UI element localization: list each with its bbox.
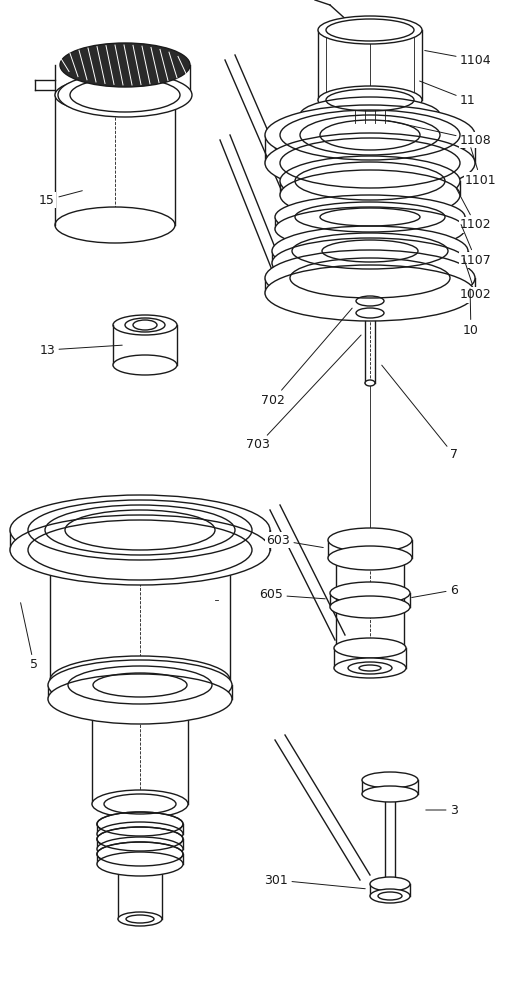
Ellipse shape xyxy=(280,156,460,206)
Ellipse shape xyxy=(265,250,475,306)
Ellipse shape xyxy=(272,226,468,276)
Ellipse shape xyxy=(50,656,230,704)
Ellipse shape xyxy=(328,528,412,552)
Ellipse shape xyxy=(280,170,460,220)
Ellipse shape xyxy=(265,265,475,321)
Ellipse shape xyxy=(55,207,175,243)
Text: 1107: 1107 xyxy=(460,225,492,266)
Text: 605: 605 xyxy=(259,588,325,601)
Ellipse shape xyxy=(370,877,410,891)
Ellipse shape xyxy=(334,638,406,658)
Ellipse shape xyxy=(370,889,410,903)
Ellipse shape xyxy=(362,772,418,788)
Text: 11: 11 xyxy=(420,81,476,106)
Text: 10: 10 xyxy=(463,289,479,336)
Ellipse shape xyxy=(275,207,465,251)
Text: 301: 301 xyxy=(264,874,365,889)
Ellipse shape xyxy=(334,658,406,678)
Ellipse shape xyxy=(97,812,183,836)
Ellipse shape xyxy=(330,596,410,618)
Ellipse shape xyxy=(330,582,410,604)
Ellipse shape xyxy=(113,355,177,375)
Text: 702: 702 xyxy=(261,308,352,406)
Ellipse shape xyxy=(362,786,418,802)
Ellipse shape xyxy=(300,97,440,133)
Ellipse shape xyxy=(97,842,183,866)
Ellipse shape xyxy=(328,546,412,570)
Text: 603: 603 xyxy=(266,534,323,548)
Ellipse shape xyxy=(318,86,422,114)
Ellipse shape xyxy=(97,837,183,861)
Ellipse shape xyxy=(92,790,188,818)
Ellipse shape xyxy=(48,674,232,724)
Ellipse shape xyxy=(55,77,175,113)
Text: 703: 703 xyxy=(246,335,361,452)
Text: 1101: 1101 xyxy=(465,148,497,186)
Ellipse shape xyxy=(318,16,422,44)
Ellipse shape xyxy=(60,43,190,87)
Text: 13: 13 xyxy=(40,344,122,357)
Text: 1108: 1108 xyxy=(388,121,492,146)
Ellipse shape xyxy=(365,380,375,386)
Ellipse shape xyxy=(10,515,270,585)
Ellipse shape xyxy=(118,912,162,926)
Ellipse shape xyxy=(275,195,465,239)
Text: 1102: 1102 xyxy=(456,188,491,232)
Ellipse shape xyxy=(265,133,475,193)
Ellipse shape xyxy=(97,852,183,876)
Text: 3: 3 xyxy=(426,804,458,816)
Ellipse shape xyxy=(97,827,183,851)
Text: 6: 6 xyxy=(412,584,458,598)
Ellipse shape xyxy=(10,495,270,565)
Ellipse shape xyxy=(58,73,192,117)
Text: 1002: 1002 xyxy=(460,259,492,302)
Text: 7: 7 xyxy=(382,365,458,462)
Ellipse shape xyxy=(272,238,468,288)
Ellipse shape xyxy=(356,296,384,306)
Ellipse shape xyxy=(97,822,183,846)
Text: 1104: 1104 xyxy=(425,51,491,66)
Ellipse shape xyxy=(265,105,475,165)
Ellipse shape xyxy=(356,308,384,318)
Text: 15: 15 xyxy=(39,191,82,207)
Ellipse shape xyxy=(48,660,232,710)
Ellipse shape xyxy=(113,315,177,335)
Text: 5: 5 xyxy=(21,603,38,672)
